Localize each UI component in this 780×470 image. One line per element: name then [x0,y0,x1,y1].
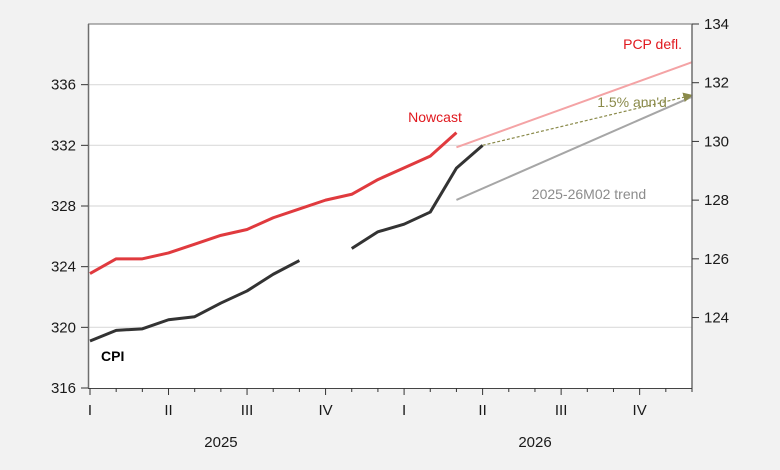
quarter-label: III [555,402,568,419]
right-tick-label: 124 [704,310,729,327]
quarter-label: IV [318,402,332,419]
right-tick-label: 134 [704,16,729,33]
annotation-cpi: CPI [101,348,124,364]
quarter-label: IV [633,402,647,419]
left-tick-label: 316 [51,380,76,397]
right-axis: 124 126 128 130 132 134 [692,16,729,327]
quarter-label: III [241,402,254,419]
year-label: 2025 [204,434,237,451]
year-label: 2026 [518,434,551,451]
right-tick-label: 126 [704,251,729,268]
annotation-1-5-annd: 1.5% ann'd [597,94,667,110]
series-pcp-defl-trend [456,61,693,149]
left-tick-label: 332 [51,137,76,154]
right-tick-label: 132 [704,75,729,92]
left-axis: 316 320 324 328 332 336 [51,77,88,397]
annotations: PCP defl. Nowcast 1.5% ann'd 2025-26M02 … [101,36,682,364]
quarter-label: II [478,402,486,419]
series-1-5-ann-d [482,92,693,146]
gridlines [88,84,692,328]
quarter-label: I [402,402,406,419]
annotation-pcp-label: PCP defl. [623,36,682,52]
series-layer [89,61,693,343]
left-tick-label: 328 [51,198,76,215]
annotation-nowcast: Nowcast [408,109,462,125]
series-cpi [350,144,484,250]
right-tick-label: 128 [704,192,729,209]
left-tick-label: 336 [51,77,76,94]
annotation-trend: 2025-26M02 trend [532,186,646,202]
left-tick-label: 320 [51,319,76,336]
quarter-label: I [88,402,92,419]
right-tick-label: 130 [704,133,729,150]
quarter-label: II [164,402,172,419]
series-2025-26m02-trend [456,95,693,201]
left-tick-label: 324 [51,259,76,276]
